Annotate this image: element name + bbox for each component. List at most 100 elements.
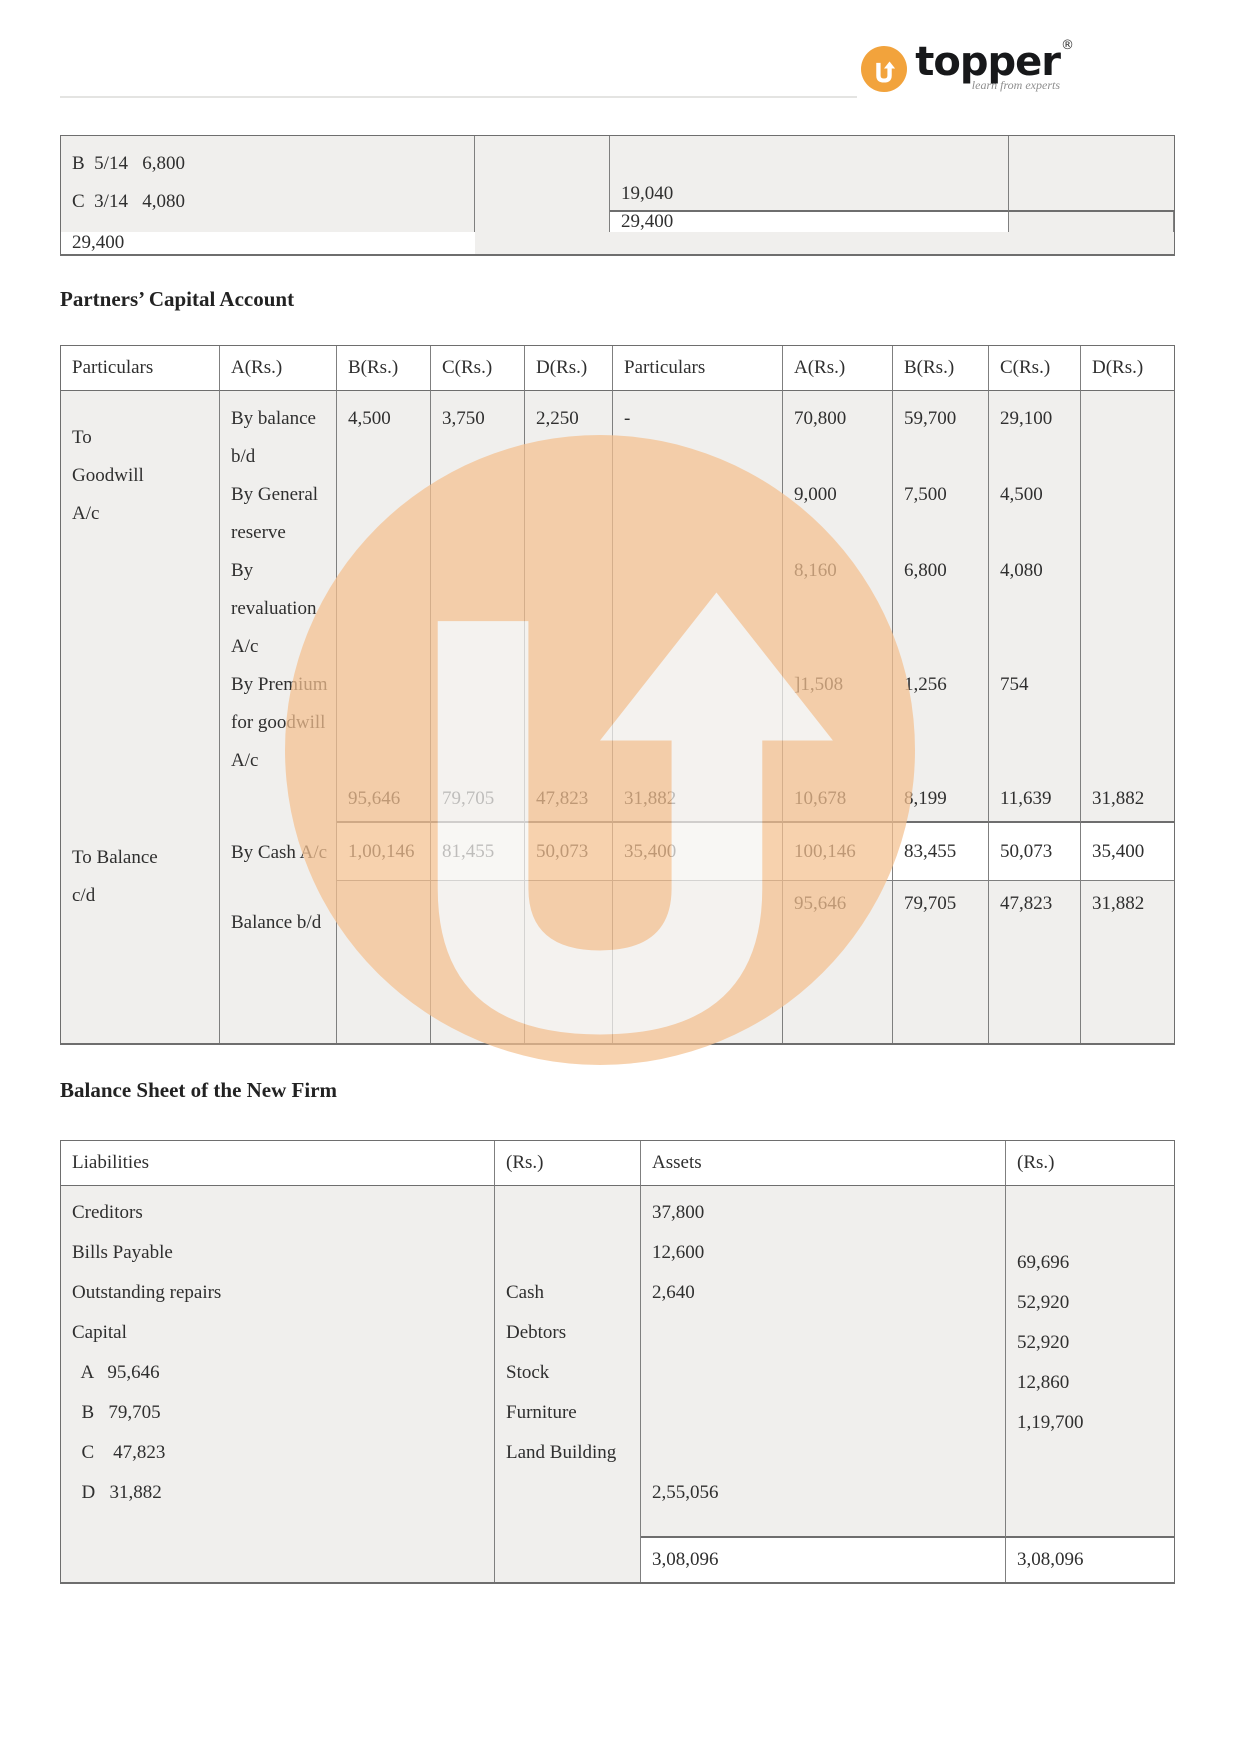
outstanding-repairs-value: 2,640 bbox=[652, 1282, 695, 1303]
cap-header-c-right: C(Rs.) bbox=[989, 346, 1081, 391]
capital-account-table: Particulars A(Rs.) B(Rs.) C(Rs.) D(Rs.) … bbox=[60, 345, 1175, 1045]
continuation-amount: 19,040 bbox=[621, 183, 674, 204]
asset-line: Furniture bbox=[506, 1402, 577, 1423]
goodwill-line: To bbox=[72, 427, 92, 448]
bs-header-rs-right: (Rs.) bbox=[1006, 1141, 1174, 1186]
bs-asset-total-cell: 3,08,096 bbox=[1006, 1538, 1174, 1582]
by-balance-b: 59,700 bbox=[904, 408, 957, 429]
capital-subtotal-value: 2,55,056 bbox=[652, 1482, 719, 1503]
continuation-empty-cell2 bbox=[1009, 212, 1174, 232]
goodwill-line: Goodwill bbox=[72, 465, 144, 486]
continuation-amount-cell: 19,040 bbox=[610, 136, 1009, 212]
by-balance-a: 70,800 bbox=[794, 408, 847, 429]
cap-right-particulars-cell: By balance b/d By General reserve By rev… bbox=[220, 391, 337, 1043]
by-label-line: By bbox=[231, 560, 254, 581]
general-reserve-b: 7,500 bbox=[904, 484, 947, 505]
by-cash-label: By Cash A/c bbox=[231, 842, 328, 863]
cap-left-subtotal-a: 95,646 bbox=[337, 776, 431, 823]
continuation-total-left-value: 29,400 bbox=[621, 212, 674, 232]
cap-header-particulars-left: Particulars bbox=[61, 346, 220, 391]
cap-bottom-empty-d bbox=[613, 881, 783, 1043]
cap-header-c-left: C(Rs.) bbox=[431, 346, 525, 391]
premium-c: 754 bbox=[1000, 674, 1029, 695]
cap-header-a-right: A(Rs.) bbox=[783, 346, 893, 391]
revaluation-b: 6,800 bbox=[904, 560, 947, 581]
bs-liability-values-cell: 37,800 12,600 2,640 2,55,056 bbox=[641, 1186, 1006, 1538]
by-cash-a: 100,146 bbox=[783, 823, 893, 881]
liability-line: Capital bbox=[72, 1322, 127, 1343]
bs-liabilities-cell: Creditors Bills Payable Outstanding repa… bbox=[61, 1186, 495, 1582]
brand-tagline: learn from experts bbox=[971, 78, 1060, 92]
cap-right-subtotal-a: 10,678 bbox=[783, 776, 893, 823]
bs-header-rs-left: (Rs.) bbox=[495, 1141, 641, 1186]
cap-right-subtotal-d: 31,882 bbox=[1081, 776, 1174, 823]
capital-account-title: Partners’ Capital Account bbox=[60, 287, 295, 311]
balance-cd-a: 1,00,146 bbox=[337, 823, 431, 881]
liability-line: D 31,882 bbox=[72, 1482, 162, 1503]
bs-assets-cell: Cash Debtors Stock Furniture Land Buildi… bbox=[495, 1186, 641, 1582]
bs-asset-values-cell: 69,696 52,920 52,920 12,860 1,19,700 bbox=[1006, 1186, 1174, 1538]
asset-line: Stock bbox=[506, 1362, 550, 1383]
cap-header-d-right: D(Rs.) bbox=[1081, 346, 1174, 391]
cap-header-b-right: B(Rs.) bbox=[893, 346, 989, 391]
continuation-total-left: 29,400 bbox=[610, 212, 1009, 232]
cap-bottom-empty-b bbox=[431, 881, 525, 1043]
cap-bottom-empty-a bbox=[337, 881, 431, 1043]
balance-bd-c: 47,823 bbox=[989, 881, 1081, 1043]
brand-name: topper bbox=[915, 39, 1061, 85]
continuation-line-b: B 5/14 6,800 bbox=[72, 153, 185, 174]
balance-sheet-title: Balance Sheet of the New Firm bbox=[60, 1078, 338, 1102]
balance-sheet-table: Liabilities (Rs.) Assets (Rs.) Creditors… bbox=[60, 1140, 1175, 1584]
continuation-particulars-cell: B 5/14 6,800 C 3/14 4,080 bbox=[61, 136, 475, 232]
liability-line: Outstanding repairs bbox=[72, 1282, 222, 1303]
cap-left-subtotal-b: 79,705 bbox=[431, 776, 525, 823]
balance-bd-a: 95,646 bbox=[783, 881, 893, 1043]
registered-mark: ® bbox=[1061, 38, 1074, 53]
asset-line: Cash bbox=[506, 1282, 544, 1303]
balance-cd-c: 50,073 bbox=[525, 823, 613, 881]
stock-value: 52,920 bbox=[1017, 1332, 1070, 1353]
cap-bottom-empty-c bbox=[525, 881, 613, 1043]
balance-bd-d: 31,882 bbox=[1081, 881, 1174, 1043]
revaluation-c: 4,080 bbox=[1000, 560, 1043, 581]
bs-header-liabilities: Liabilities bbox=[61, 1141, 495, 1186]
by-label-line: reserve bbox=[231, 522, 286, 543]
cap-header-b-left: B(Rs.) bbox=[337, 346, 431, 391]
by-cash-b: 83,455 bbox=[893, 823, 989, 881]
by-label-line: By balance bbox=[231, 408, 316, 429]
by-cash-d: 35,400 bbox=[1081, 823, 1174, 881]
land-building-value: 1,19,700 bbox=[1017, 1412, 1084, 1433]
revaluation-a: 8,160 bbox=[794, 560, 837, 581]
bills-payable-value: 12,600 bbox=[652, 1242, 705, 1263]
by-label-line: A/c bbox=[231, 636, 259, 657]
u-arrow-icon bbox=[876, 61, 896, 83]
cap-right-col-a: 70,800 9,000 8,160 ]1,508 bbox=[783, 391, 893, 776]
liability-line: C 47,823 bbox=[72, 1442, 166, 1463]
balance-bd-label: Balance b/d bbox=[231, 912, 322, 933]
cap-right-subtotal-b: 8,199 bbox=[893, 776, 989, 823]
cap-header-a-left: A(Rs.) bbox=[220, 346, 337, 391]
goodwill-value-a: 4,500 bbox=[337, 391, 431, 776]
bs-liability-total-cell: 3,08,096 bbox=[641, 1538, 1006, 1582]
goodwill-value-b: 3,750 bbox=[431, 391, 525, 776]
by-label-line: By Premium bbox=[231, 674, 328, 695]
continuation-table: B 5/14 6,800 C 3/14 4,080 19,040 29,400 … bbox=[60, 135, 1175, 256]
cash-value: 69,696 bbox=[1017, 1252, 1070, 1273]
continuation-empty-cell bbox=[475, 136, 610, 232]
brand-logo-icon bbox=[861, 46, 908, 92]
debtors-value: 52,920 bbox=[1017, 1292, 1070, 1313]
bs-header-assets: Assets bbox=[641, 1141, 1006, 1186]
premium-a: ]1,508 bbox=[794, 674, 844, 695]
cap-right-col-b: 59,700 7,500 6,800 1,256 bbox=[893, 391, 989, 776]
balance-cd-b: 81,455 bbox=[431, 823, 525, 881]
goodwill-line: A/c bbox=[72, 503, 100, 524]
premium-b: 1,256 bbox=[904, 674, 947, 695]
goodwill-value-c: 2,250 bbox=[525, 391, 613, 776]
by-balance-c: 29,100 bbox=[1000, 408, 1053, 429]
balance-cd-line: To Balance bbox=[72, 847, 158, 868]
cap-right-col-d-empty bbox=[1081, 391, 1174, 776]
by-label-line: revaluation bbox=[231, 598, 317, 619]
cap-header-d-left: D(Rs.) bbox=[525, 346, 613, 391]
by-label-line: A/c bbox=[231, 750, 259, 771]
